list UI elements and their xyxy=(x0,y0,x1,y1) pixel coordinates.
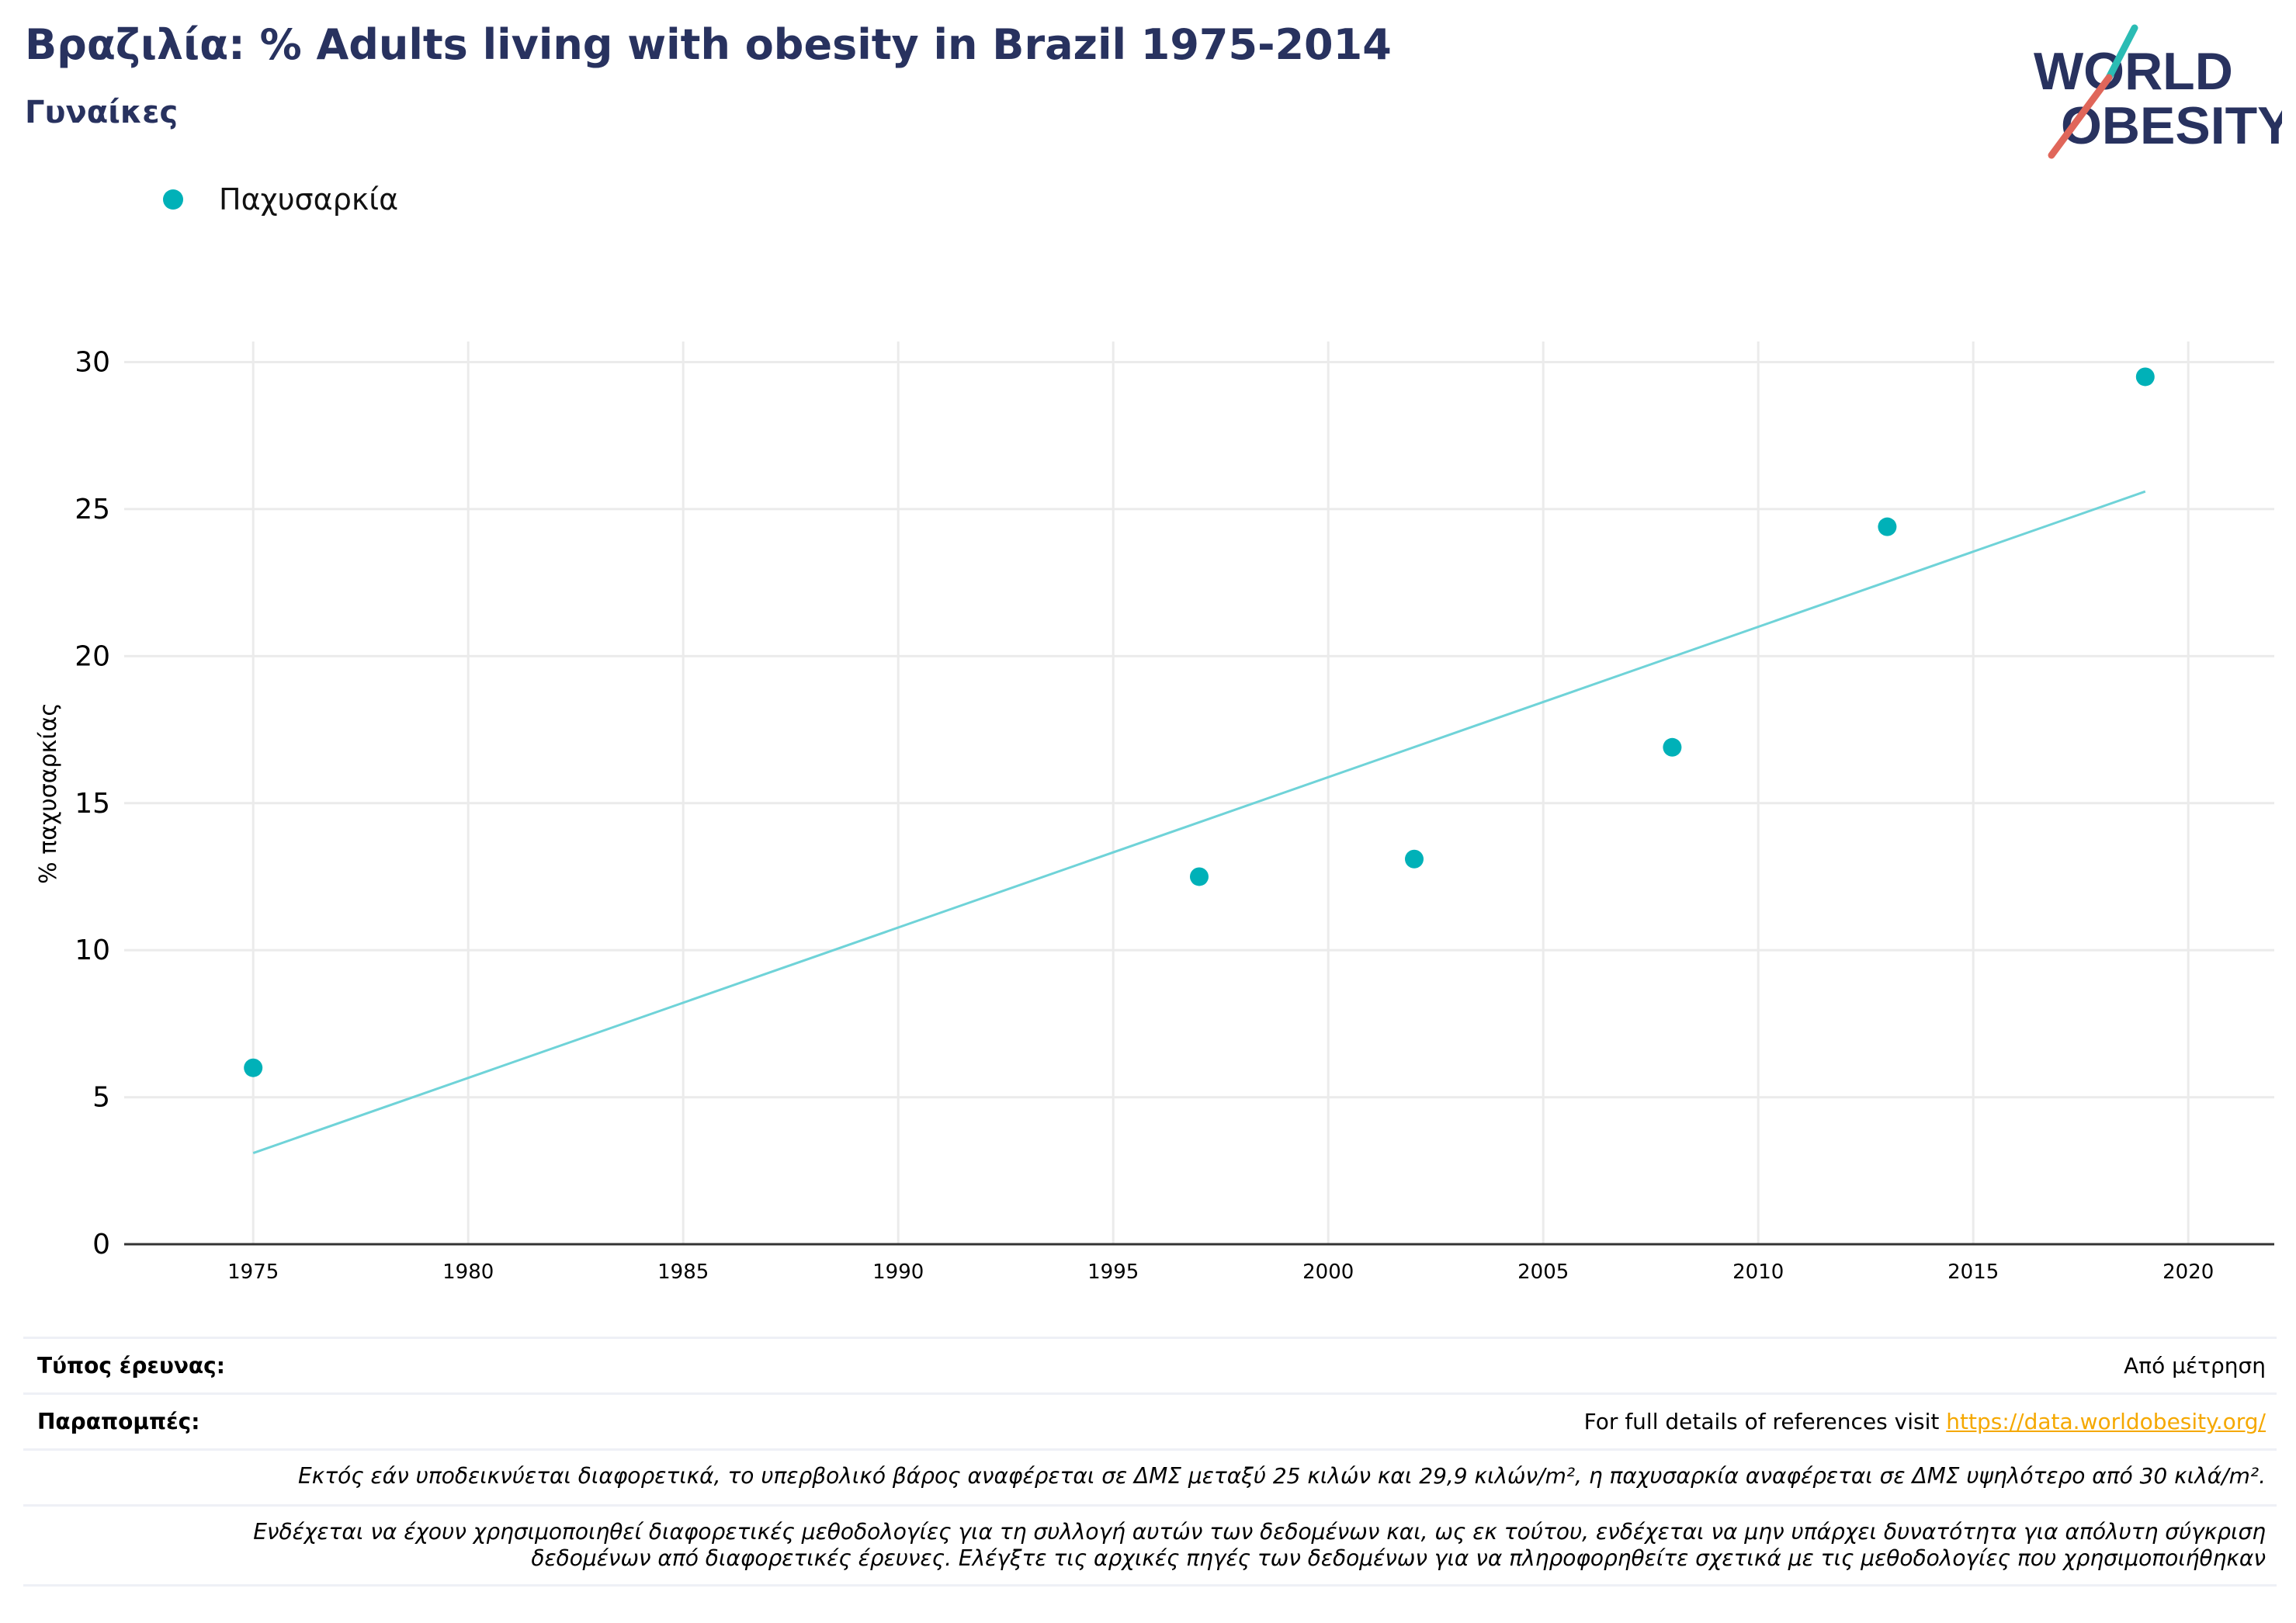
y-axis-label: % παχυσαρκίας xyxy=(35,702,62,884)
data-point xyxy=(2135,367,2155,387)
definition-note-row: Εκτός εάν υποδεικνύεται διαφορετικά, το … xyxy=(23,1448,2277,1504)
y-tick-label: 5 xyxy=(92,1082,110,1114)
definition-note: Εκτός εάν υποδεικνύεται διαφορετικά, το … xyxy=(298,1463,2266,1489)
methodology-note-line1: Ενδέχεται να έχουν χρησιμοποιηθεί διαφορ… xyxy=(253,1519,2266,1545)
trendline xyxy=(252,490,2146,1154)
survey-type-label: Τύπος έρευνας: xyxy=(37,1353,225,1379)
world-obesity-logo: WORLD OBESITY xyxy=(2034,24,2282,159)
data-point xyxy=(244,1058,263,1077)
data-point xyxy=(1405,849,1424,869)
logo-slash-red xyxy=(2048,74,2113,159)
references-row: Παραπομπές: For full details of referenc… xyxy=(23,1392,2277,1448)
x-tick-label: 1995 xyxy=(1087,1261,1139,1284)
grid-lines xyxy=(124,342,2274,1244)
references-value: For full details of references visit htt… xyxy=(1584,1409,2266,1434)
x-tick-label: 1985 xyxy=(657,1261,709,1284)
y-tick-label: 25 xyxy=(75,494,110,525)
legend-marker xyxy=(163,189,183,210)
data-point xyxy=(1190,867,1209,886)
methodology-note-row: Ενδέχεται να έχουν χρησιμοποιηθεί διαφορ… xyxy=(23,1504,2277,1587)
y-tick-label: 30 xyxy=(75,347,110,379)
methodology-note: Ενδέχεται να έχουν χρησιμοποιηθεί διαφορ… xyxy=(253,1519,2266,1572)
x-tick-label: 2015 xyxy=(1947,1261,1999,1284)
methodology-note-line2: δεδομένων από διαφορετικές έρευνες. Ελέγ… xyxy=(531,1545,2266,1571)
survey-type-value: Από μέτρηση xyxy=(2124,1353,2266,1379)
y-tick-label: 20 xyxy=(75,640,110,672)
references-link[interactable]: https://data.worldobesity.org/ xyxy=(1946,1409,2266,1434)
y-tick-label: 0 xyxy=(92,1229,110,1261)
logo-text-world: WORLD xyxy=(2034,42,2233,101)
data-points xyxy=(244,367,2155,1077)
data-point xyxy=(1663,737,1682,757)
y-tick-label: 15 xyxy=(75,788,110,820)
survey-type-row: Τύπος έρευνας: Από μέτρηση xyxy=(23,1337,2277,1392)
axes: 1975 1980 1985 1990 1995 2000 2005 2010 2015 2020… xyxy=(75,347,2274,1284)
logo-text-obesity: OBESITY xyxy=(2061,96,2282,155)
x-tick-label: 2020 xyxy=(2162,1261,2214,1284)
x-tick-label: 2005 xyxy=(1517,1261,1569,1284)
chart-subtitle: Γυναίκες xyxy=(25,95,179,130)
data-point xyxy=(1878,517,1897,536)
logo-slash-teal xyxy=(2105,24,2138,81)
x-tick-label: 1980 xyxy=(442,1261,494,1284)
legend-label: Παχυσαρκία xyxy=(219,182,399,217)
legend: Παχυσαρκία xyxy=(163,180,398,219)
references-label: Παραπομπές: xyxy=(37,1409,200,1434)
chart-title: Βραζιλία: % Adults living with obesity i… xyxy=(25,20,1392,69)
info-table: Τύπος έρευνας: Από μέτρηση Παραπομπές: F… xyxy=(23,1337,2277,1587)
references-text: For full details of references visit xyxy=(1583,1409,1947,1434)
scatter-chart: 1975 1980 1985 1990 1995 2000 2005 2010 2015 2020… xyxy=(35,342,2274,1284)
trendline-layer xyxy=(252,490,2146,1154)
x-tick-label: 2000 xyxy=(1302,1261,1354,1284)
x-tick-label: 1975 xyxy=(227,1261,279,1284)
y-tick-label: 10 xyxy=(75,935,110,966)
x-tick-label: 1990 xyxy=(872,1261,924,1284)
x-tick-label: 2010 xyxy=(1732,1261,1784,1284)
